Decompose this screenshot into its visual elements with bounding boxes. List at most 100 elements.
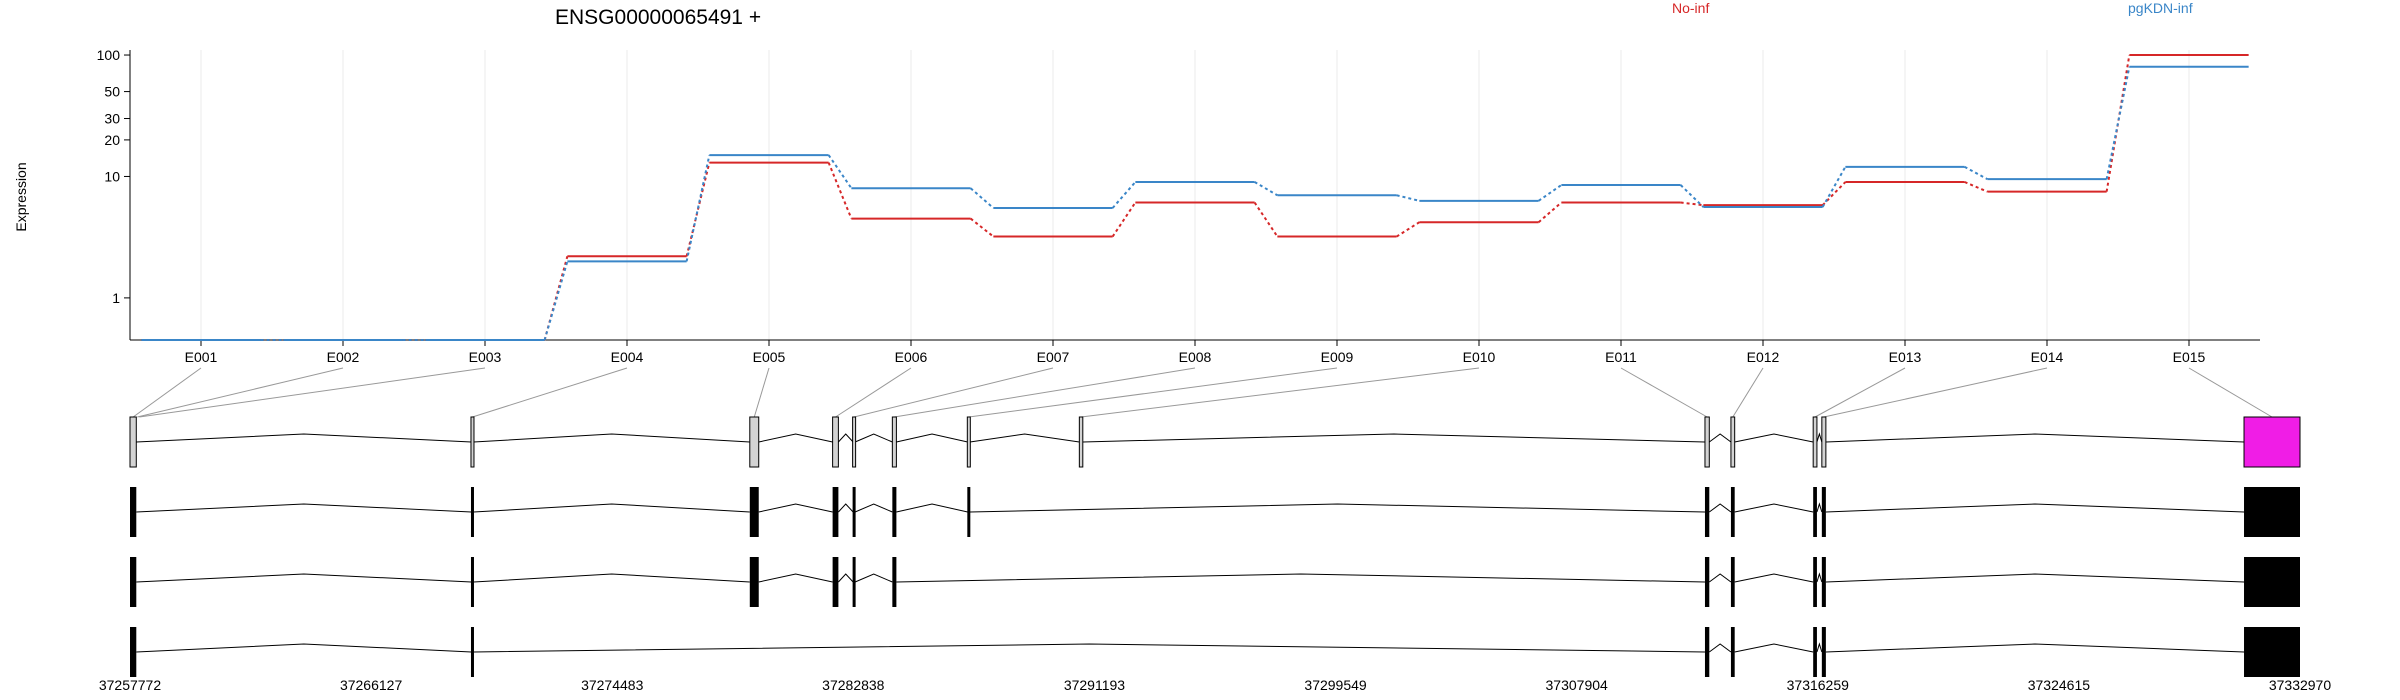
exon-block (852, 416, 857, 468)
y-tick-label: 50 (104, 84, 120, 100)
y-tick-label: 1 (112, 290, 120, 306)
x-tick-label: E003 (469, 349, 502, 365)
intron-line (838, 503, 854, 513)
series-connector (1396, 221, 1420, 238)
intron-line (1708, 433, 1732, 443)
transcript-row (129, 416, 2301, 468)
x-tick-label: E006 (895, 349, 928, 365)
bin-connector (968, 367, 1338, 418)
y-tick-label: 30 (104, 111, 120, 127)
bin-connector (1732, 367, 1764, 418)
exon-block (1704, 416, 1710, 468)
exon-block (1730, 416, 1736, 468)
legend-no-inf: No-inf (1672, 0, 1709, 16)
y-axis-label: Expression (13, 162, 29, 231)
intron-line (1816, 502, 1823, 513)
x-tick-label: E014 (2031, 349, 2064, 365)
series-connector (969, 187, 995, 209)
intron-line (969, 433, 1080, 443)
exon-block (2243, 416, 2301, 468)
exon-block (1813, 627, 1817, 677)
intron-line (473, 643, 1705, 653)
exon-block (1821, 416, 1827, 468)
bin-connector (1823, 367, 2048, 418)
intron-line (854, 433, 893, 443)
coordinate-label: 37324615 (2028, 677, 2091, 693)
exon-block (1704, 487, 1710, 537)
transcript-row (130, 487, 2300, 537)
x-tick-label: E004 (611, 349, 644, 365)
legend-pgkdn-inf: pgKDN-inf (2128, 0, 2193, 16)
x-tick-label: E011 (1605, 349, 1637, 365)
series-connector (1964, 165, 1988, 181)
series-connector (1821, 166, 1847, 208)
exon-block (749, 416, 760, 468)
exon-block (1730, 557, 1735, 607)
intron-line (1825, 573, 2245, 583)
coordinate-label: 37307904 (1546, 677, 1609, 693)
exon-block (1730, 487, 1735, 537)
x-tick-label: E002 (327, 349, 360, 365)
intron-line (838, 433, 854, 443)
series-connector (685, 162, 711, 257)
bin-connector (2188, 367, 2273, 418)
series-pgkdn-inf (141, 65, 2249, 341)
exon-block (1730, 627, 1735, 677)
y-tick-label: 100 (97, 47, 121, 63)
coordinate-label: 37282838 (822, 677, 885, 693)
transcript-row (130, 557, 2300, 607)
exon-block (2244, 487, 2300, 537)
intron-line (896, 573, 1705, 583)
exon-block (749, 557, 759, 607)
exon-block (1821, 557, 1826, 607)
exon-block (2244, 557, 2300, 607)
coordinate-label: 37266127 (340, 677, 403, 693)
series-connector (1679, 184, 1705, 208)
bin-connector (137, 367, 344, 418)
intron-line (758, 503, 833, 513)
bin-connector (132, 367, 202, 418)
coordinate-axis: 37257772 37266127 37274483 37282838 37291193… (99, 677, 2332, 693)
exon-block (2244, 627, 2300, 677)
series-connector (1111, 181, 1137, 209)
series-connector (1253, 201, 1279, 238)
exon-block (891, 416, 897, 468)
chart-title: ENSG00000065491 + (555, 6, 761, 29)
y-tick-label: 10 (104, 168, 120, 184)
exon-block (130, 487, 137, 537)
exon-block (967, 487, 971, 537)
series-connector (2105, 54, 2131, 192)
bin-connector (1620, 367, 1708, 418)
x-tick-label: E012 (1747, 349, 1780, 365)
coordinate-label: 37274483 (581, 677, 644, 693)
exon-block (1078, 416, 1084, 468)
intron-line (1825, 433, 2245, 443)
series-connector (1680, 201, 1704, 207)
intron-line (136, 643, 472, 653)
x-tick-label: E008 (1179, 349, 1212, 365)
x-tick-label: E015 (2173, 349, 2206, 365)
exon-block (832, 557, 839, 607)
exon-block (470, 627, 474, 677)
bin-connector (1081, 367, 1480, 418)
bin-connector (835, 367, 912, 418)
intron-line (1816, 642, 1823, 653)
exon-block (852, 487, 856, 537)
exon-block (832, 416, 839, 468)
bin-connector (1814, 367, 1906, 418)
exon-block (966, 416, 971, 468)
series-connector (1537, 201, 1563, 223)
intron-line (473, 503, 750, 513)
intron-line (1816, 432, 1823, 443)
series-connector (1111, 201, 1137, 238)
coordinate-label: 37316259 (1787, 677, 1850, 693)
intron-line (1708, 643, 1732, 653)
exon-block (832, 487, 839, 537)
exon-block (1812, 416, 1818, 468)
intron-line (136, 573, 472, 583)
x-tick-label: E005 (753, 349, 786, 365)
intron-line (473, 433, 750, 443)
intron-line (854, 503, 893, 513)
exon-block (470, 557, 474, 607)
